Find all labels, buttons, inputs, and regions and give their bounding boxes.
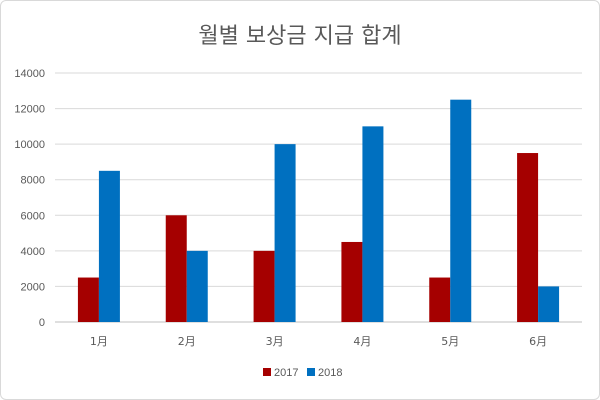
y-tick-label: 4000 bbox=[21, 246, 45, 258]
bar-2018-2 bbox=[186, 250, 208, 322]
y-tick-label: 14000 bbox=[14, 68, 45, 80]
legend-swatch-2018 bbox=[307, 368, 315, 376]
legend-label-2017: 2017 bbox=[274, 367, 298, 379]
legend-label-2018: 2018 bbox=[318, 367, 342, 379]
bar-2018-5 bbox=[450, 99, 472, 322]
y-tick-label: 10000 bbox=[14, 139, 45, 151]
legend: 2017 2018 bbox=[263, 367, 342, 379]
bar-2018-6 bbox=[538, 286, 560, 322]
x-tick-label: 5月 bbox=[441, 335, 459, 348]
x-tick-label: 1月 bbox=[90, 335, 108, 348]
bar-2017-1 bbox=[77, 277, 99, 322]
x-tick-label: 6月 bbox=[529, 335, 547, 348]
bar-2018-3 bbox=[274, 144, 296, 322]
x-tick-label: 3月 bbox=[266, 335, 284, 348]
legend-swatch-2017 bbox=[263, 368, 271, 376]
x-axis-ticks: 1月 2月 3月 4月 5月 6月 bbox=[90, 335, 547, 348]
bar-2017-4 bbox=[341, 241, 363, 322]
chart-title: 월별 보상금 지급 합계 bbox=[198, 24, 402, 49]
y-tick-label: 12000 bbox=[14, 104, 45, 116]
bar-2017-2 bbox=[165, 215, 187, 322]
y-tick-label: 6000 bbox=[21, 210, 45, 222]
gridlines bbox=[55, 72, 582, 323]
bar-2017-5 bbox=[429, 277, 451, 322]
bars bbox=[77, 99, 560, 322]
bar-2017-3 bbox=[253, 250, 275, 322]
x-tick-label: 2月 bbox=[178, 335, 196, 348]
bar-2018-4 bbox=[362, 126, 384, 322]
y-axis-ticks: 0 2000 4000 6000 8000 10000 12000 14000 bbox=[14, 68, 45, 329]
y-tick-label: 0 bbox=[39, 317, 45, 329]
x-tick-label: 4月 bbox=[353, 335, 371, 348]
bar-2017-6 bbox=[517, 153, 539, 322]
y-tick-label: 2000 bbox=[21, 281, 45, 293]
y-tick-label: 8000 bbox=[21, 175, 45, 187]
bar-2018-1 bbox=[98, 170, 120, 322]
